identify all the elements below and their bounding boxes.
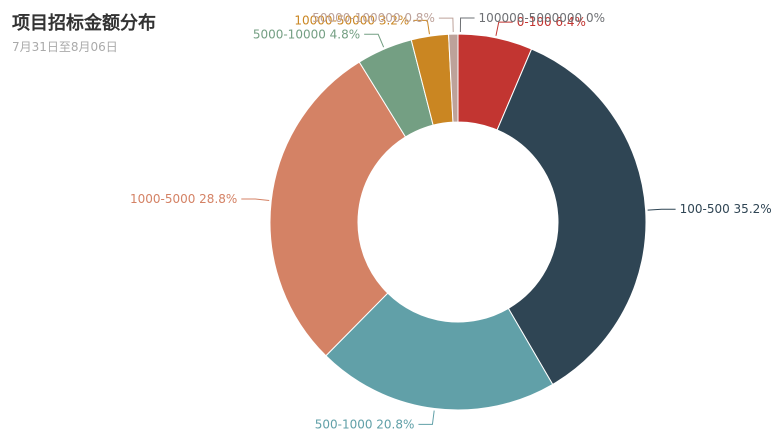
slice-1000-5000[interactable] xyxy=(269,61,407,357)
label-line-500-1000 xyxy=(418,410,435,425)
label-line-100-500 xyxy=(647,208,676,211)
labels-group: 0-100 6.4% 100-500 35.2% 500-1000 20.8% 100… xyxy=(130,11,772,431)
slice-500-1000[interactable] xyxy=(325,292,554,411)
slice-label-100-500: 100-500 35.2% xyxy=(680,202,772,216)
title-block: 项目招标金额分布 7月31日至8月06日 xyxy=(12,12,156,56)
slice-label-10000-50000: 10000-50000 3.2% xyxy=(294,13,409,27)
slice-50000-100000[interactable] xyxy=(448,33,459,123)
chart-title: 项目招标金额分布 xyxy=(12,13,156,34)
slice-label-50000-100000: 50000-100000 0.8% xyxy=(312,11,435,25)
label-line-5000-10000 xyxy=(364,33,385,48)
label-line-10000-50000 xyxy=(413,19,430,35)
label-line-100000-5000000 xyxy=(459,17,475,33)
slices-group xyxy=(269,33,647,411)
label-line-50000-100000 xyxy=(438,17,454,33)
slice-100-500[interactable] xyxy=(496,48,647,386)
slice-label-0-100: 0-100 6.4% xyxy=(517,15,586,29)
slice-label-500-1000: 500-1000 20.8% xyxy=(315,417,415,431)
chart-subtitle: 7月31日至8月06日 xyxy=(12,40,118,54)
label-line-0-100 xyxy=(495,21,513,36)
label-line-1000-5000 xyxy=(241,198,270,202)
slice-label-1000-5000: 1000-5000 28.8% xyxy=(130,192,237,206)
slice-label-100000-5000000: 100000-5000000 0% xyxy=(479,11,605,25)
slice-label-5000-10000: 5000-10000 4.8% xyxy=(253,27,360,41)
